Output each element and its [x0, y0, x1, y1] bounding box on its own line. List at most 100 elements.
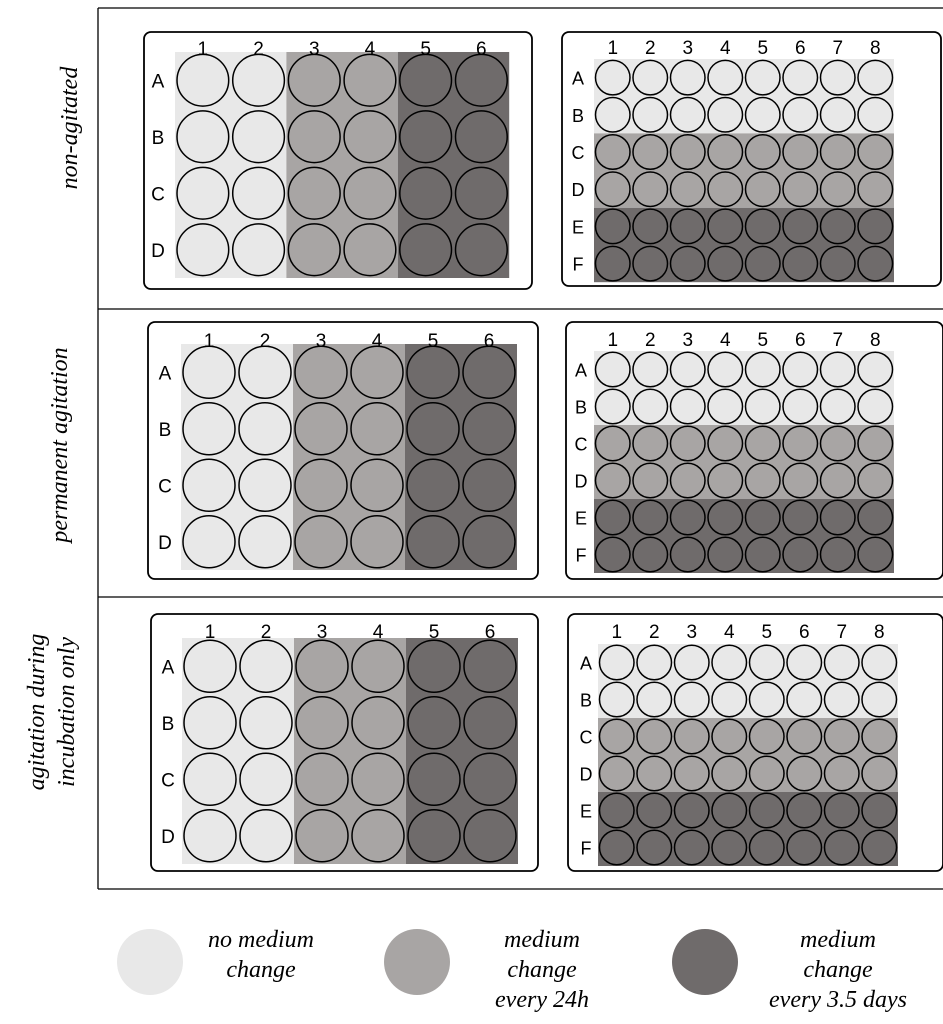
column-label: 1	[198, 39, 209, 60]
well-B1	[183, 696, 237, 750]
row-label: E	[572, 217, 584, 237]
well-C5	[407, 752, 461, 806]
well-B8	[857, 96, 894, 133]
column-label: 3	[309, 39, 320, 60]
well-A6	[454, 53, 508, 107]
well-C1	[182, 458, 236, 512]
well-C2	[238, 458, 292, 512]
column-label: 8	[874, 622, 885, 643]
well-C4	[351, 752, 405, 806]
well-C6	[782, 425, 819, 462]
row-label: B	[162, 714, 175, 735]
well-D2	[632, 171, 669, 208]
well-C3	[669, 425, 706, 462]
condition-label-line: incubation only	[54, 637, 80, 787]
row-label: B	[152, 128, 165, 149]
well-D6	[782, 171, 819, 208]
well-A1	[594, 59, 631, 96]
well-A2	[632, 351, 669, 388]
well-D2	[636, 755, 673, 792]
well-D8	[857, 462, 894, 499]
well-F8	[861, 829, 898, 866]
well-C3	[294, 458, 348, 512]
well-A3	[287, 53, 341, 107]
well-A8	[857, 59, 894, 96]
well-B3	[294, 402, 348, 456]
column-label: 5	[420, 39, 431, 60]
well-D6	[782, 462, 819, 499]
column-label: 5	[757, 38, 768, 59]
well-F6	[782, 245, 819, 282]
row-label: E	[575, 509, 587, 529]
column-label: 5	[429, 622, 440, 643]
well-E4	[707, 499, 744, 536]
well-B6	[463, 696, 517, 750]
well-B1	[176, 110, 230, 164]
well-D5	[748, 755, 785, 792]
well-B2	[231, 110, 286, 164]
well-D3	[294, 515, 348, 569]
column-label: 3	[316, 331, 327, 352]
well-B4	[351, 696, 405, 750]
well-C1	[176, 166, 230, 220]
well-C6	[782, 134, 819, 170]
six-well-plate: A B C D	[150, 613, 539, 872]
well-A1	[594, 351, 631, 388]
well-F7	[823, 829, 860, 866]
well-C5	[744, 425, 781, 462]
well-C4	[711, 718, 748, 755]
column-label: 2	[649, 622, 660, 643]
column-label: 2	[645, 330, 656, 351]
well-B4	[350, 402, 404, 456]
row-label: D	[158, 533, 172, 554]
well-F4	[707, 536, 744, 573]
well-D1	[598, 755, 635, 792]
well-F7	[819, 536, 856, 573]
well-C3	[669, 134, 706, 170]
well-A3	[669, 351, 706, 388]
well-C7	[819, 134, 856, 170]
well-B6	[462, 402, 516, 456]
well-A5	[748, 644, 785, 681]
well-F5	[744, 245, 781, 282]
row-label: D	[151, 241, 165, 262]
well-A7	[819, 59, 856, 96]
well-E3	[673, 792, 710, 829]
well-D4	[707, 171, 744, 208]
well-F2	[636, 829, 673, 866]
well-D4	[351, 809, 405, 863]
well-A6	[463, 639, 517, 693]
column-label: 6	[795, 38, 806, 59]
well-D4	[707, 462, 744, 499]
condition-label-agitation-incubation: agitation during incubation only	[22, 634, 82, 791]
well-A6	[782, 351, 819, 388]
well-D3	[287, 223, 341, 277]
well-B4	[343, 110, 397, 164]
condition-label-line: permanent agitation	[47, 347, 73, 543]
well-B7	[819, 96, 856, 133]
column-label: 4	[373, 622, 384, 643]
column-label: 2	[645, 38, 656, 59]
well-E6	[782, 499, 819, 536]
well-A3	[669, 59, 706, 96]
well-B8	[861, 681, 898, 718]
well-D3	[669, 171, 706, 208]
well-D4	[343, 223, 397, 277]
column-label: 3	[317, 622, 328, 643]
legend-label-line: change	[507, 957, 577, 983]
well-E1	[594, 499, 631, 536]
well-C5	[744, 134, 781, 170]
well-A4	[350, 345, 404, 399]
well-D1	[594, 171, 631, 208]
well-F5	[748, 829, 785, 866]
column-label: 3	[682, 38, 693, 59]
six-well-plate: A B C D	[147, 321, 539, 580]
condition-label-non-agitated: non-agitated	[55, 67, 85, 190]
well-A5	[406, 345, 460, 399]
column-label: 8	[870, 38, 881, 59]
well-E2	[632, 499, 669, 536]
row-label: C	[580, 728, 593, 748]
well-B1	[594, 96, 631, 133]
well-F6	[786, 829, 823, 866]
